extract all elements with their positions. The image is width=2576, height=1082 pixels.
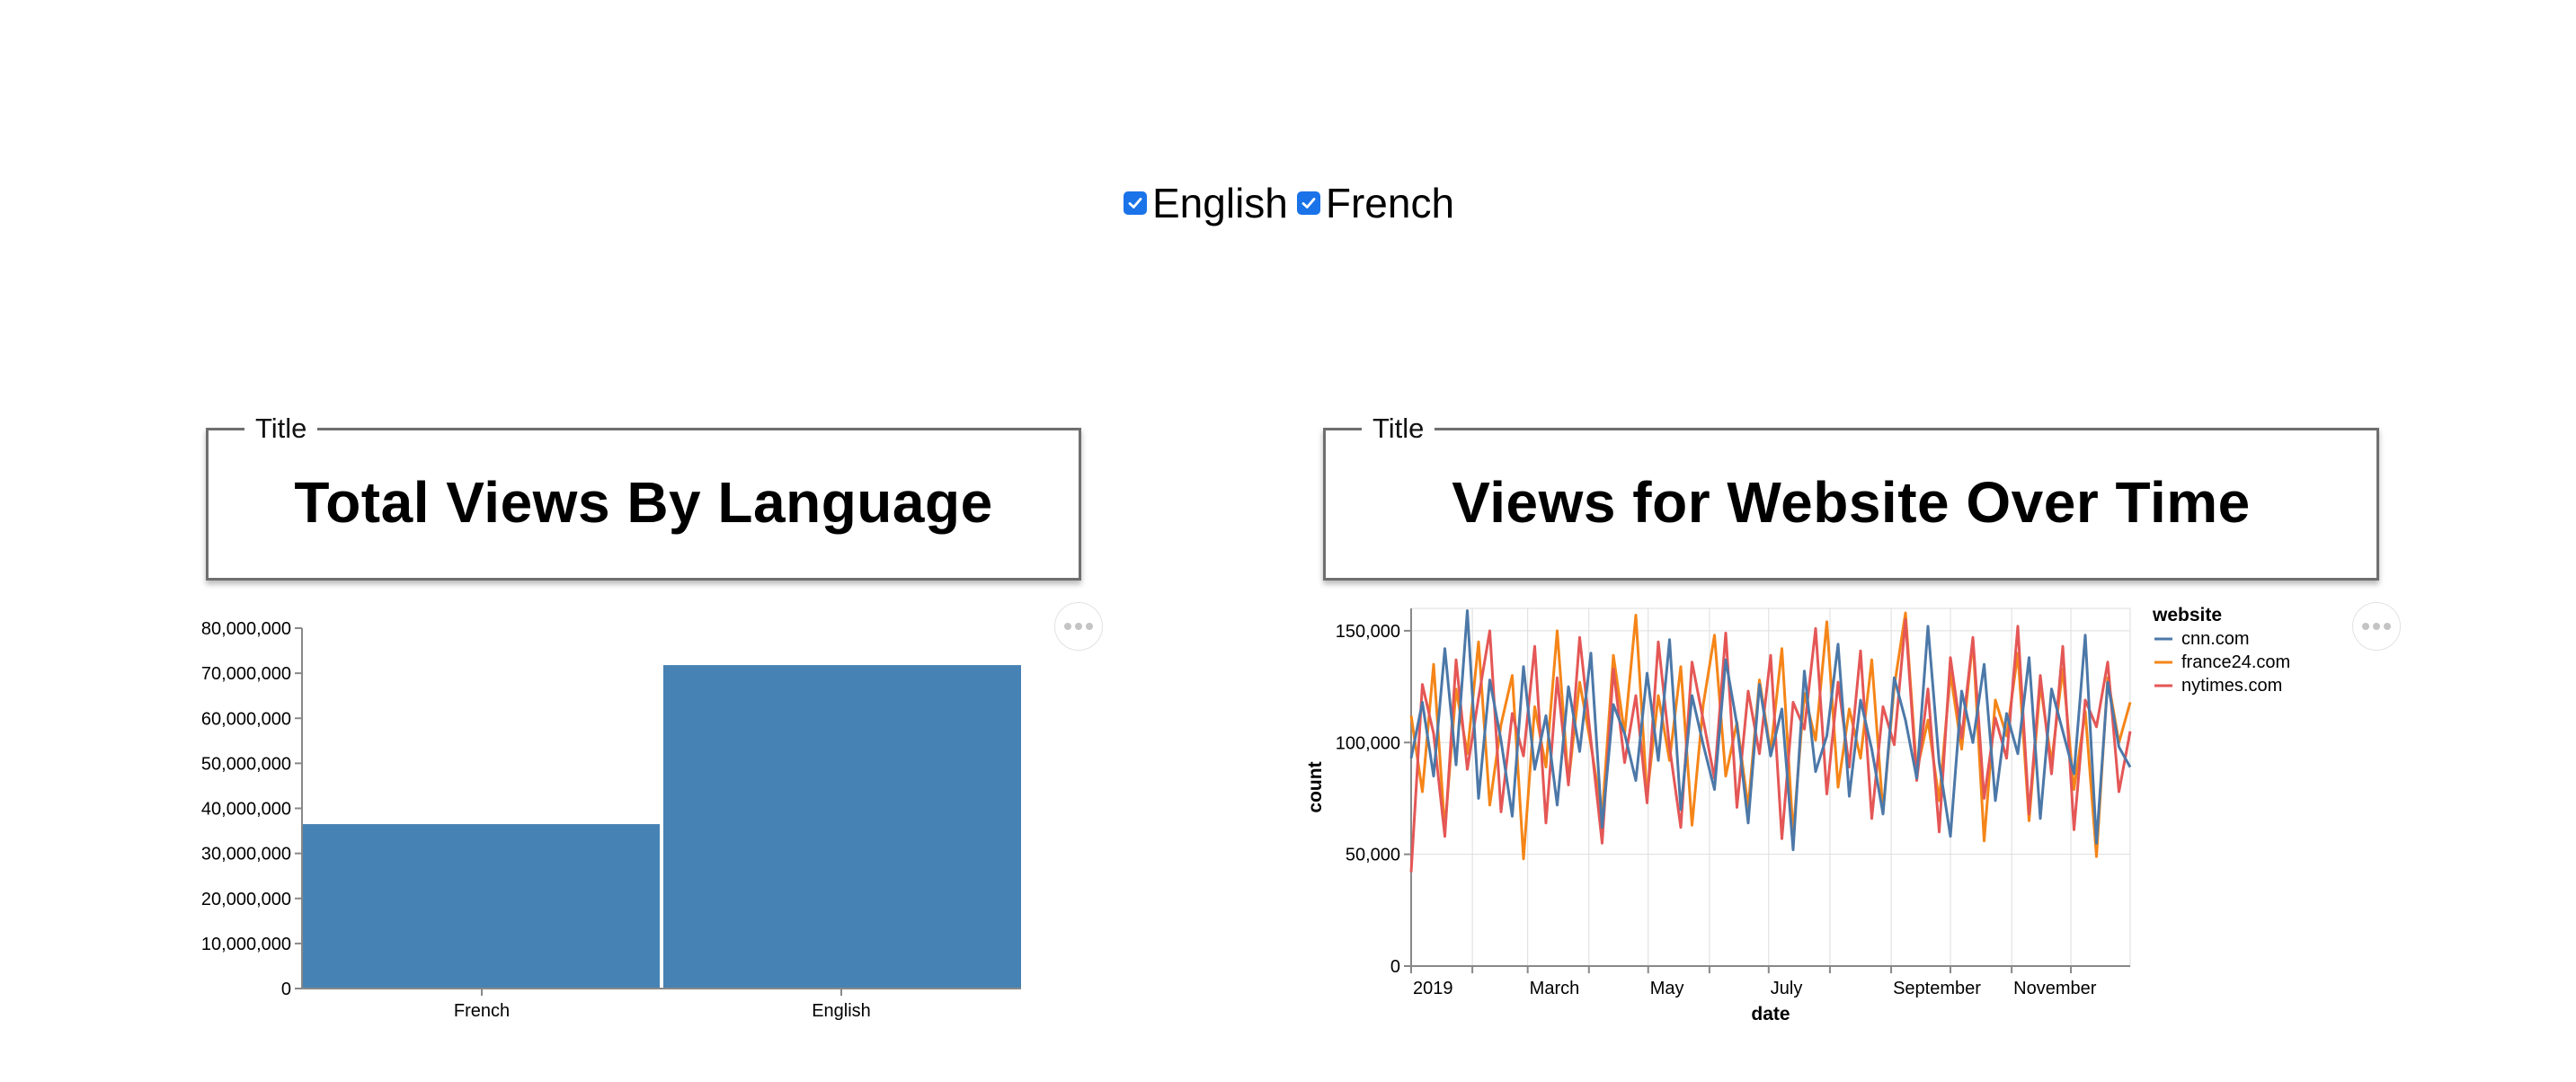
y-tick-label: 0	[1390, 957, 1400, 977]
chart-actions-button[interactable]	[2352, 602, 2401, 651]
series-line-nytimes-com	[1409, 617, 2132, 873]
legend-title: website	[2152, 605, 2222, 625]
filter-english[interactable]: English	[1124, 182, 1288, 224]
x-tick-label: November	[2013, 979, 2097, 998]
y-axis-title: count	[1305, 761, 1326, 812]
chart-actions-button[interactable]	[1054, 602, 1103, 651]
x-tick-label: French	[454, 1001, 510, 1021]
french-checkbox[interactable]	[1296, 191, 1320, 215]
dot-icon	[1075, 623, 1082, 630]
y-tick-label: 50,000	[1346, 846, 1400, 865]
checkmark-icon	[1128, 198, 1142, 208]
y-tick-label: 50,000,000	[201, 754, 291, 774]
chart-title-language: Total Views By Language	[294, 470, 993, 535]
filter-french[interactable]: French	[1296, 180, 1455, 226]
language-filters: English French	[1124, 176, 1454, 230]
y-tick-label: 30,000,000	[201, 845, 291, 865]
y-tick-label: 100,000	[1336, 733, 1400, 753]
y-tick-label: 70,000,000	[201, 664, 291, 684]
bar-english	[663, 665, 1021, 989]
checkmark-icon	[1301, 198, 1316, 208]
x-tick-label: English	[812, 1001, 871, 1021]
bar-chart: 0 10,000,000 20,000,000 30,000,000 40,000,00…	[201, 619, 1021, 1021]
y-tick-label: 80,000,000	[201, 619, 291, 639]
legend-entry: cnn.com	[2181, 629, 2250, 649]
x-tick-label: May	[1650, 979, 1684, 998]
y-tick-label: 20,000,000	[201, 890, 291, 909]
french-label: French	[1325, 180, 1455, 226]
chart-title-website: Views for Website Over Time	[1452, 470, 2251, 535]
dot-icon	[2373, 623, 2380, 630]
dot-icon	[1086, 623, 1093, 630]
y-tick-label: 10,000,000	[201, 935, 291, 954]
y-tick-label: 0	[281, 980, 291, 999]
x-tick-label: 2019	[1413, 979, 1453, 998]
y-tick-label: 60,000,000	[201, 709, 291, 729]
title-legend: Title	[1362, 411, 1435, 447]
dot-icon	[2362, 623, 2369, 630]
title-panel-website: Title Views for Website Over Time	[1323, 411, 2379, 581]
english-checkbox[interactable]	[1124, 191, 1147, 215]
english-label: English	[1152, 180, 1288, 226]
dot-icon	[1064, 623, 1071, 630]
y-tick-label: 40,000,000	[201, 800, 291, 820]
x-tick-label: March	[1530, 979, 1580, 998]
x-tick-label: July	[1771, 979, 1803, 998]
line-chart: 2019 March May July September November 0 50,000…	[1305, 605, 2290, 1024]
series-line-cnn-com	[1409, 609, 2132, 852]
y-tick-label: 150,000	[1336, 622, 1400, 642]
title-panel-language: Title Total Views By Language	[206, 411, 1081, 581]
legend-entry: france24.com	[2181, 652, 2290, 672]
legend-entry: nytimes.com	[2181, 676, 2282, 696]
dot-icon	[2384, 623, 2391, 630]
x-axis-title: date	[1751, 1004, 1790, 1024]
bar-french	[302, 824, 660, 989]
title-legend: Title	[244, 411, 318, 447]
x-tick-label: September	[1893, 979, 1981, 998]
